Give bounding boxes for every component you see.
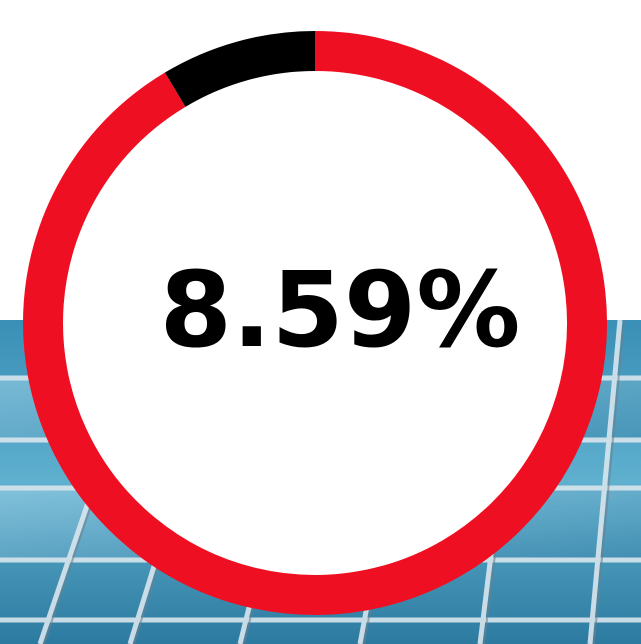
ring-segment-highlight bbox=[164, 31, 316, 107]
donut-center bbox=[43, 51, 587, 595]
ring-segment-remainder bbox=[23, 31, 607, 615]
percentage-value: 8.59% bbox=[159, 249, 521, 371]
